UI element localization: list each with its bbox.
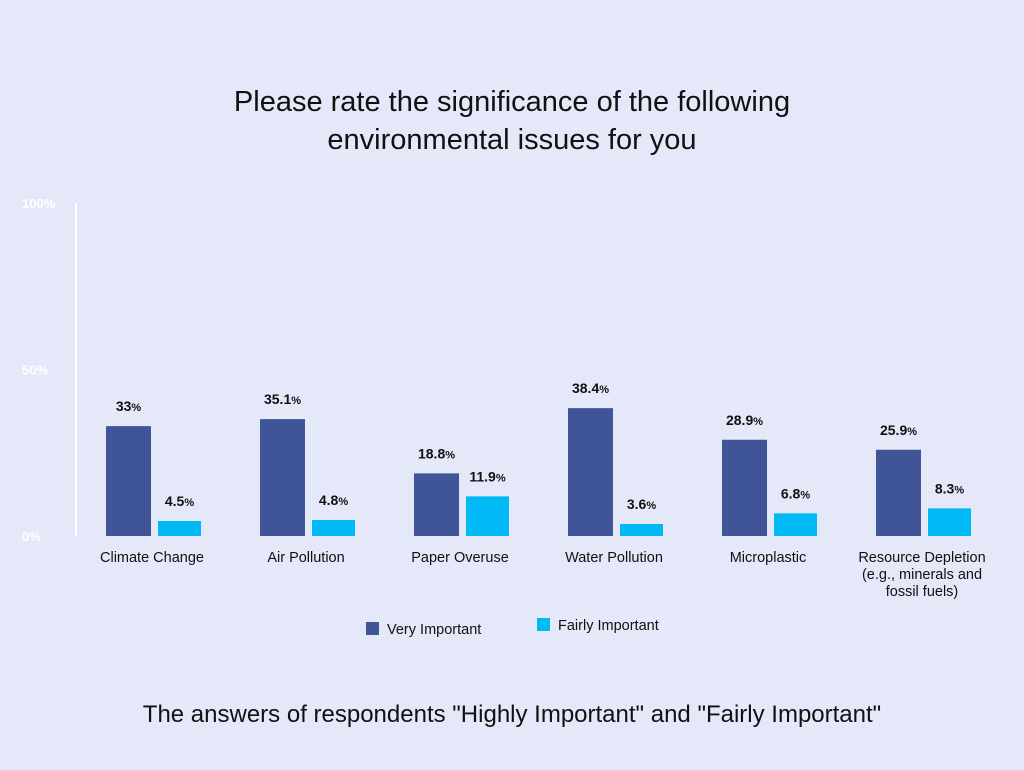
bar bbox=[620, 524, 663, 536]
x-tick-label: Resource Depletion bbox=[858, 550, 985, 566]
data-label: 38.4% bbox=[572, 380, 609, 396]
bar bbox=[106, 426, 151, 536]
bar bbox=[722, 439, 767, 536]
chart-title: Please rate the significance of the foll… bbox=[234, 86, 790, 156]
chart-title-line: environmental issues for you bbox=[327, 124, 696, 156]
data-label: 6.8% bbox=[781, 485, 810, 501]
bar bbox=[260, 419, 305, 536]
data-label: 8.3% bbox=[935, 480, 964, 496]
y-axis-ticks: 0% 50% 100% bbox=[22, 196, 56, 544]
data-label: 33% bbox=[116, 398, 142, 414]
data-label: 35.1% bbox=[264, 391, 301, 407]
bar bbox=[876, 449, 921, 536]
bar bbox=[568, 408, 613, 536]
y-tick-label: 0% bbox=[22, 529, 41, 544]
x-tick-label: Water Pollution bbox=[565, 550, 663, 566]
chart-title-line: Please rate the significance of the foll… bbox=[234, 86, 790, 118]
chart-footnote: The answers of respondents "Highly Impor… bbox=[143, 701, 881, 728]
data-label: 18.8% bbox=[418, 445, 455, 461]
legend-swatch bbox=[366, 622, 379, 635]
bar bbox=[774, 513, 817, 536]
data-label: 4.8% bbox=[319, 492, 348, 508]
y-tick-label: 100% bbox=[22, 196, 56, 211]
x-tick-label: Climate Change bbox=[100, 550, 204, 566]
bar bbox=[414, 473, 459, 536]
data-label: 4.5% bbox=[165, 493, 194, 509]
data-label: 28.9% bbox=[726, 412, 763, 428]
x-tick-label: Air Pollution bbox=[267, 550, 344, 566]
x-tick-label: Paper Overuse bbox=[411, 550, 509, 566]
legend: Very Important Fairly Important bbox=[366, 618, 659, 638]
x-tick-label: (e.g., minerals and bbox=[862, 567, 982, 583]
bars bbox=[106, 408, 971, 536]
data-label: 3.6% bbox=[627, 496, 656, 512]
x-tick-label: Microplastic bbox=[730, 550, 807, 566]
bar bbox=[312, 520, 355, 536]
bar bbox=[928, 508, 971, 536]
x-tick-label: fossil fuels) bbox=[886, 584, 959, 600]
y-tick-label: 50% bbox=[22, 363, 48, 378]
legend-label: Fairly Important bbox=[558, 618, 659, 634]
bar bbox=[466, 496, 509, 536]
data-label: 11.9% bbox=[469, 468, 505, 484]
legend-label: Very Important bbox=[387, 622, 481, 638]
x-axis-ticks: Climate Change Air Pollution Paper Overuse… bbox=[100, 550, 986, 600]
legend-swatch bbox=[537, 618, 550, 631]
bar bbox=[158, 521, 201, 536]
data-label: 25.9% bbox=[880, 422, 917, 438]
value-labels: 33% 4.5% 35.1% 4.8% 18.8% 11.9% 38.4% 3.6% 28.9%… bbox=[116, 380, 965, 512]
